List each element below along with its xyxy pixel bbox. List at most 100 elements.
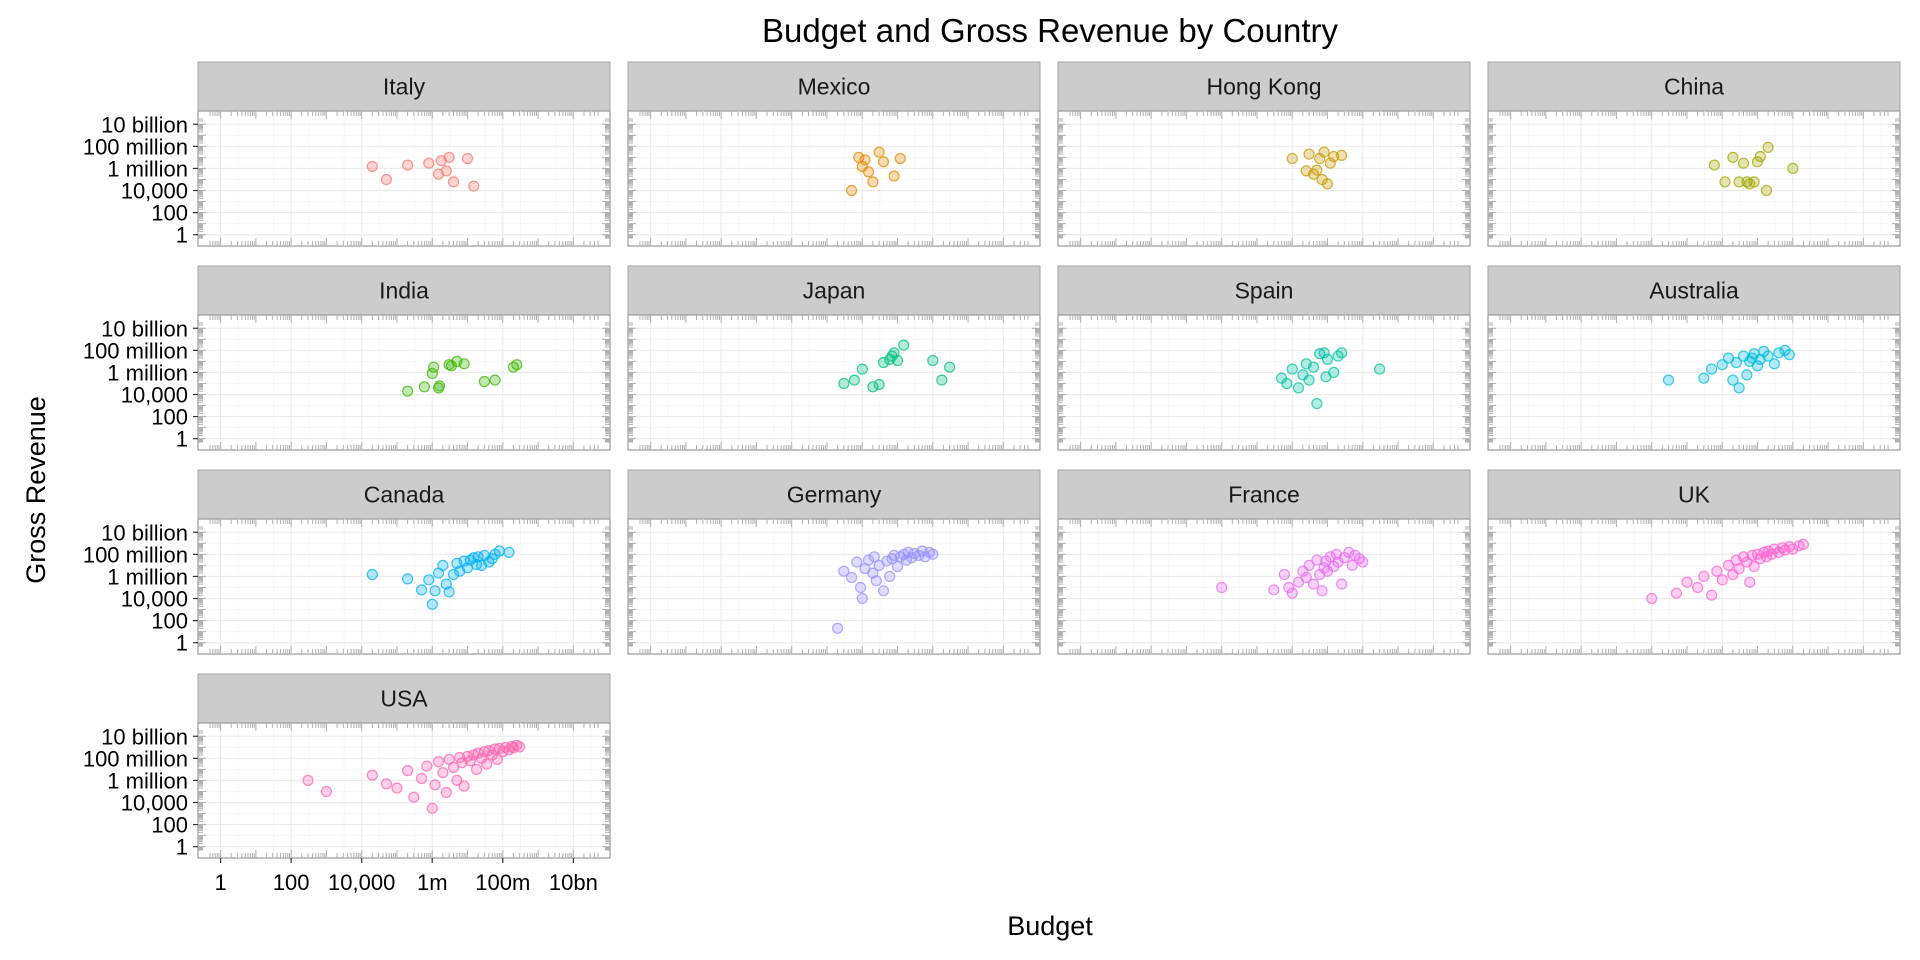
facet-strip <box>627 61 1041 112</box>
data-point <box>891 560 904 573</box>
panel-background <box>1057 314 1471 451</box>
data-point <box>1335 149 1348 161</box>
facet-panel-mexico: Mexico <box>627 61 1041 247</box>
y-tick-label: 1 million <box>107 564 188 589</box>
data-point <box>943 361 956 373</box>
data-point <box>1307 361 1320 373</box>
data-point <box>898 339 910 351</box>
data-point <box>1733 176 1745 188</box>
data-point <box>877 156 890 168</box>
data-point <box>1727 151 1739 163</box>
data-point <box>1307 578 1320 590</box>
facet-strip <box>1487 265 1901 316</box>
data-point <box>894 152 906 165</box>
facet-strip-label: Germany <box>787 482 882 508</box>
data-point <box>437 559 449 572</box>
data-point <box>428 361 440 373</box>
facet-strip-label: Australia <box>1649 278 1739 304</box>
data-point <box>1760 184 1773 197</box>
data-point <box>1321 178 1334 190</box>
data-point <box>1318 146 1330 158</box>
facet-strip-label: UK <box>1678 482 1711 508</box>
data-point <box>423 574 435 586</box>
data-point <box>1719 176 1731 188</box>
y-tick-label: 100 million <box>83 542 188 567</box>
y-tick-label: 10 billion <box>101 520 188 545</box>
data-point <box>1303 148 1315 160</box>
y-tick-label: 100 million <box>83 338 188 363</box>
data-point <box>854 581 867 594</box>
y-axis-title: Gross Revenue <box>21 396 51 584</box>
facet-strip-label: Hong Kong <box>1206 74 1321 100</box>
data-point <box>1698 372 1710 384</box>
data-point <box>1286 363 1298 375</box>
data-point <box>1741 369 1753 381</box>
data-point <box>1311 554 1323 566</box>
data-point <box>1343 546 1355 559</box>
data-point <box>1335 578 1348 590</box>
facet-strip-label: India <box>379 278 429 304</box>
data-point <box>862 166 875 178</box>
data-point <box>867 176 879 188</box>
data-point <box>433 380 446 392</box>
data-point <box>1316 585 1328 597</box>
data-point <box>851 556 863 568</box>
facet-strip <box>1487 61 1901 112</box>
panel-background <box>1057 518 1471 655</box>
data-point <box>868 551 880 563</box>
data-point <box>1300 571 1312 584</box>
data-point <box>1324 551 1336 563</box>
data-point <box>461 152 474 165</box>
data-point <box>1768 358 1781 370</box>
data-point <box>845 571 858 584</box>
facet-panel-germany: Germany <box>627 469 1041 655</box>
data-point <box>1286 152 1298 165</box>
data-point <box>380 173 392 186</box>
data-point <box>503 546 515 559</box>
y-tick-label: 1 <box>176 223 188 248</box>
data-point <box>1373 363 1386 375</box>
panel-background <box>1057 110 1471 247</box>
y-tick-label: 1 million <box>107 360 188 385</box>
facet-strip-label: Italy <box>383 74 426 100</box>
panel-background <box>197 518 611 655</box>
data-point <box>1278 568 1291 581</box>
data-point <box>1281 377 1293 390</box>
y-tick-label: 100 <box>151 609 188 634</box>
data-point <box>927 548 939 560</box>
facet-strip <box>197 61 611 112</box>
data-point <box>1292 382 1305 394</box>
data-point <box>1303 559 1315 572</box>
panel-background <box>197 110 611 247</box>
y-tick-label: 100 million <box>83 134 188 159</box>
y-tick-label: 10,000 <box>121 587 188 612</box>
facet-panel-china: China <box>1487 61 1901 247</box>
data-point <box>1216 581 1228 594</box>
data-point <box>838 377 850 390</box>
facet-strip-label: Japan <box>803 278 866 304</box>
data-point <box>838 565 850 577</box>
panel-background <box>197 314 611 451</box>
data-point <box>1357 556 1369 568</box>
data-point <box>402 573 414 585</box>
y-tick-label: 10,000 <box>121 179 188 204</box>
data-point <box>856 363 868 375</box>
data-point <box>489 374 501 386</box>
data-point <box>1783 349 1796 361</box>
data-point <box>418 381 430 393</box>
data-point <box>927 354 939 367</box>
data-point <box>447 568 460 581</box>
facet-strip-label: France <box>1228 482 1300 508</box>
data-point <box>877 585 890 597</box>
data-point <box>440 165 452 177</box>
data-point <box>416 584 428 596</box>
data-point <box>1762 350 1774 362</box>
data-point <box>1733 382 1745 394</box>
facet-strip <box>197 265 611 316</box>
data-point <box>1662 374 1675 386</box>
data-point <box>1737 157 1750 169</box>
facet-strip-label: Spain <box>1235 278 1294 304</box>
data-point <box>1751 360 1764 372</box>
